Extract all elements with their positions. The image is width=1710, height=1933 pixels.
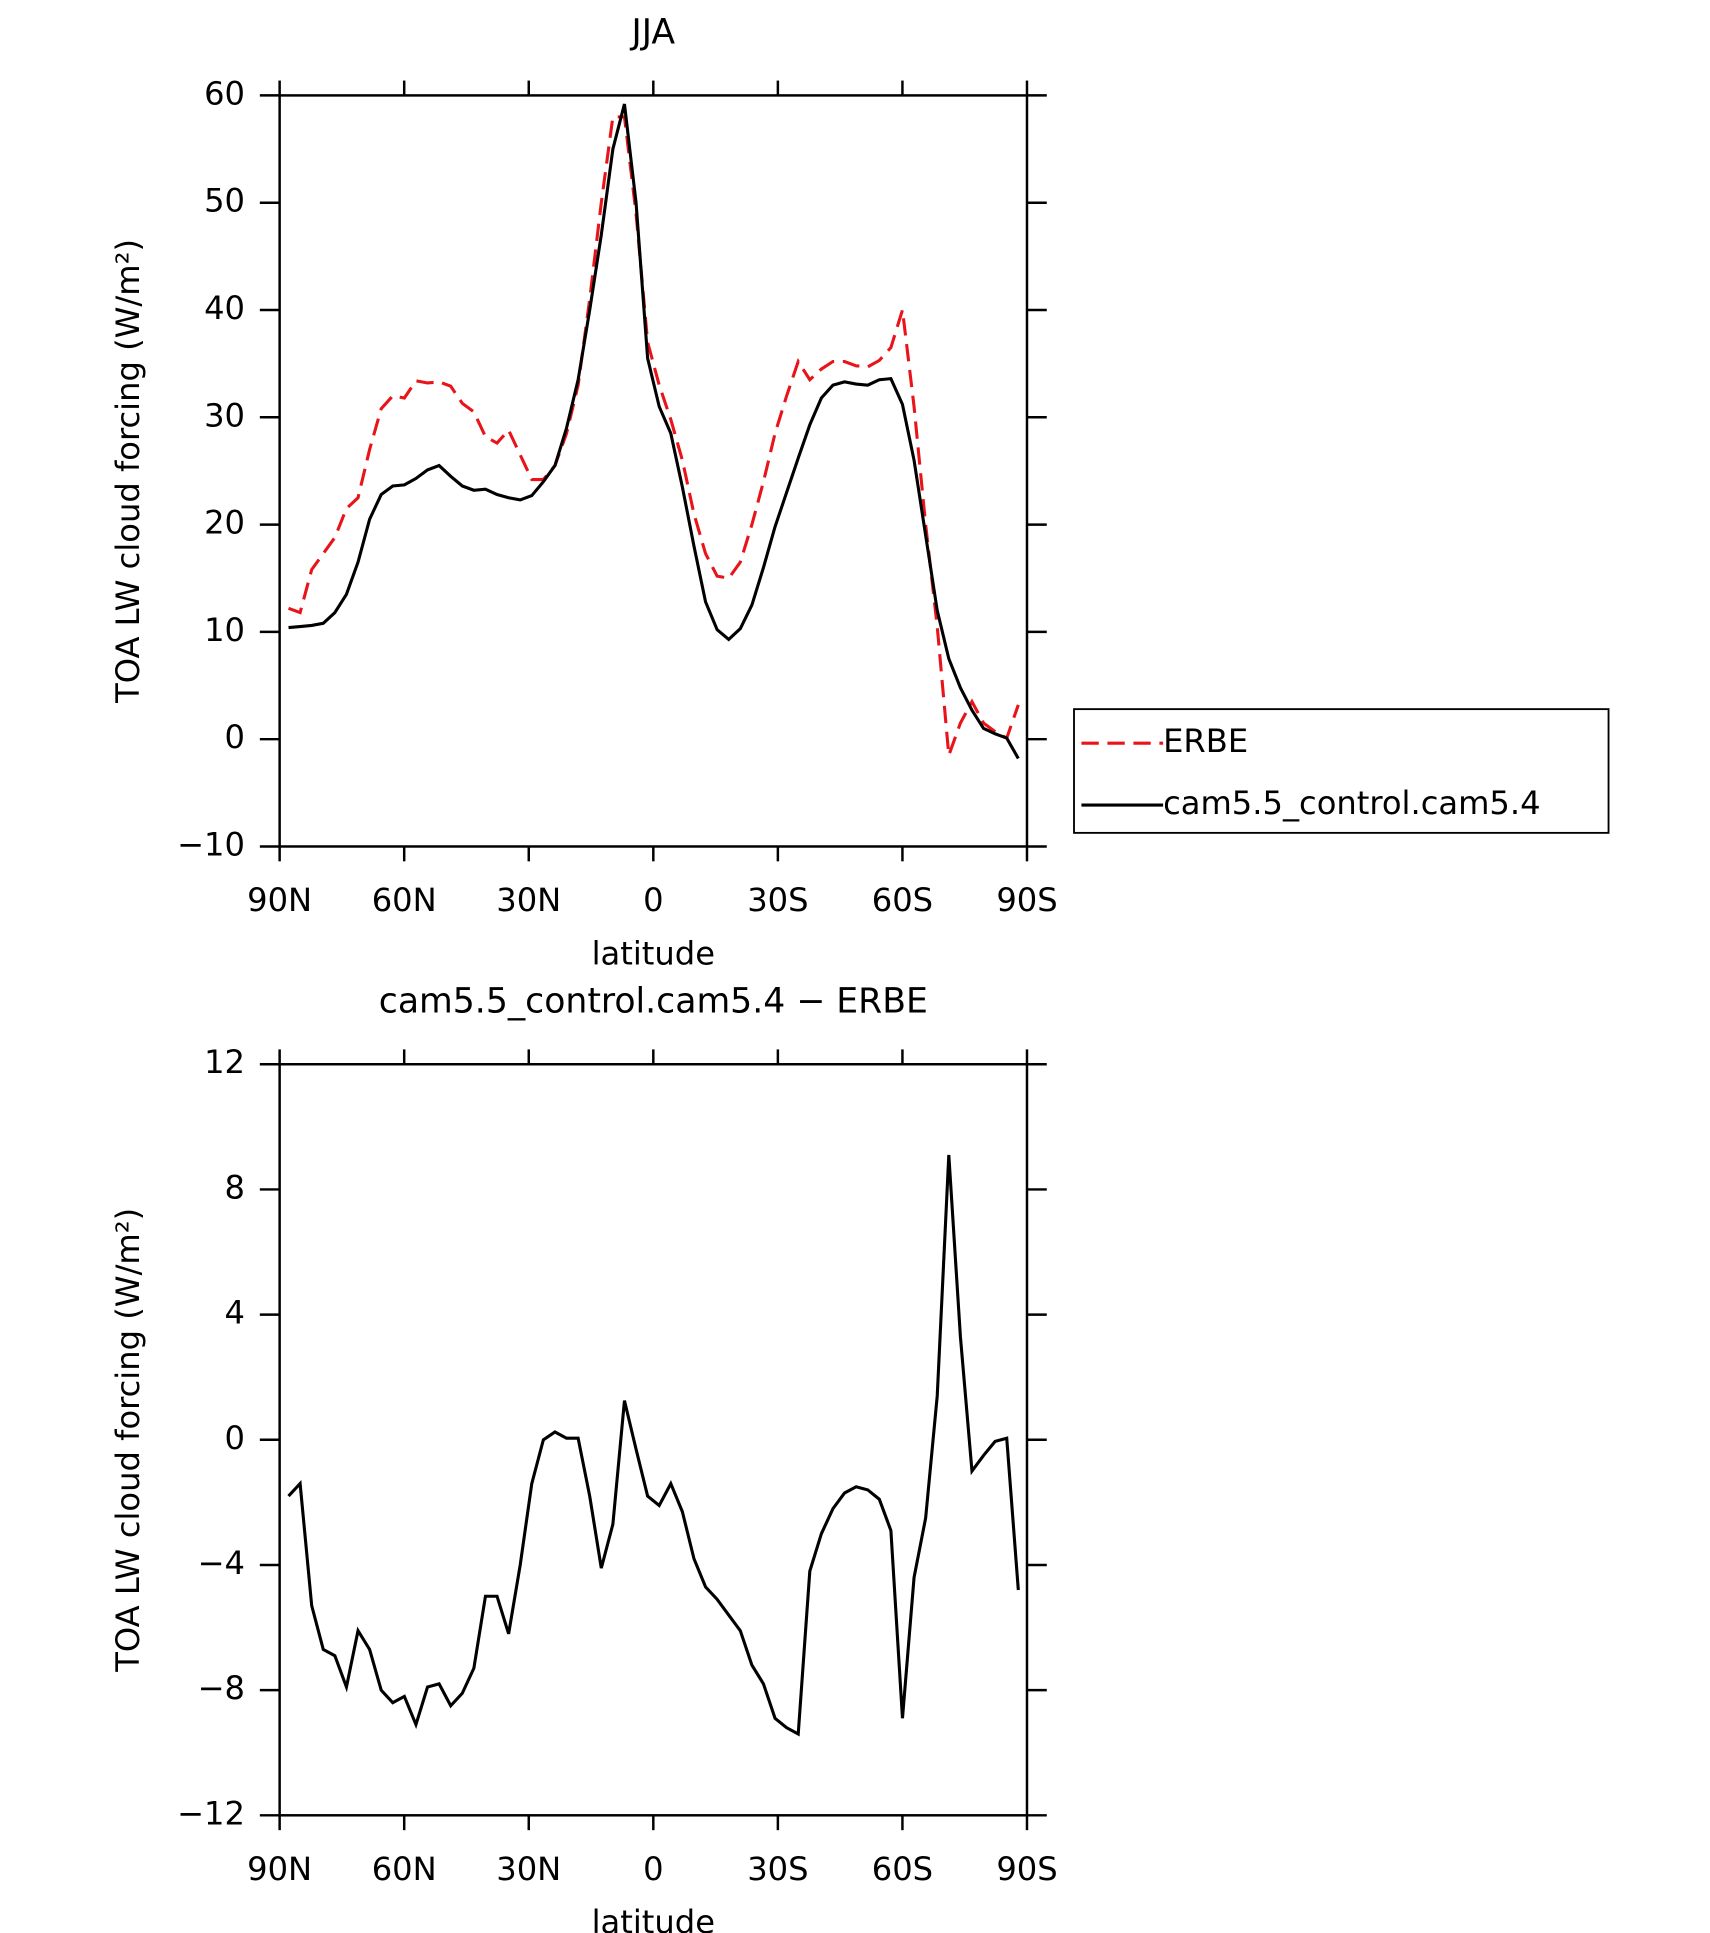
y-tick-label: 0	[225, 718, 245, 756]
x-tick-label: 90N	[247, 881, 312, 919]
data-line	[287, 115, 1020, 756]
x-tick-label: 30S	[747, 881, 808, 919]
x-tick-label: 90N	[247, 1850, 312, 1888]
y-tick-label: −4	[198, 1544, 245, 1582]
x-tick-label: 90S	[996, 1850, 1057, 1888]
x-axis-label: latitude	[592, 934, 715, 972]
y-tick-label: −8	[198, 1669, 245, 1707]
x-tick-label: 30S	[747, 1850, 808, 1888]
plot-frame	[278, 94, 1029, 848]
chart-title: JJA	[630, 13, 676, 53]
legend-label: cam5.5_control.cam5.4	[1163, 784, 1540, 822]
chart-title: cam5.5_control.cam5.4 − ERBE	[379, 981, 928, 1021]
y-tick-label: 10	[204, 611, 245, 649]
y-axis-label: TOA LW cloud forcing (W/m²)	[109, 239, 147, 704]
x-tick-label: 60S	[872, 1850, 933, 1888]
y-tick-label: 50	[204, 182, 245, 220]
y-tick-label: 0	[225, 1419, 245, 1457]
legend-box	[1073, 708, 1610, 834]
data-line	[287, 1154, 1020, 1737]
y-tick-label: 30	[204, 396, 245, 434]
y-tick-label: 60	[204, 74, 245, 112]
x-axis-label: latitude	[592, 1903, 715, 1933]
y-tick-label: 4	[225, 1294, 245, 1332]
x-tick-label: 0	[643, 881, 663, 919]
y-tick-label: 8	[225, 1168, 245, 1206]
x-tick-label: 30N	[496, 1850, 561, 1888]
y-axis-label: TOA LW cloud forcing (W/m²)	[109, 1208, 147, 1673]
x-tick-label: 60N	[372, 881, 437, 919]
x-tick-label: 60S	[872, 881, 933, 919]
y-tick-label: −10	[177, 825, 245, 863]
y-tick-label: −12	[177, 1794, 245, 1832]
x-tick-label: 90S	[996, 881, 1057, 919]
x-tick-label: 60N	[372, 1850, 437, 1888]
x-tick-label: 0	[643, 1850, 663, 1888]
plot-frame	[278, 1063, 1029, 1817]
y-tick-label: 40	[204, 289, 245, 327]
x-tick-label: 30N	[496, 881, 561, 919]
y-tick-label: 20	[204, 504, 245, 542]
legend-label: ERBE	[1163, 722, 1248, 760]
data-line	[288, 103, 1020, 760]
y-tick-label: 12	[204, 1043, 245, 1081]
